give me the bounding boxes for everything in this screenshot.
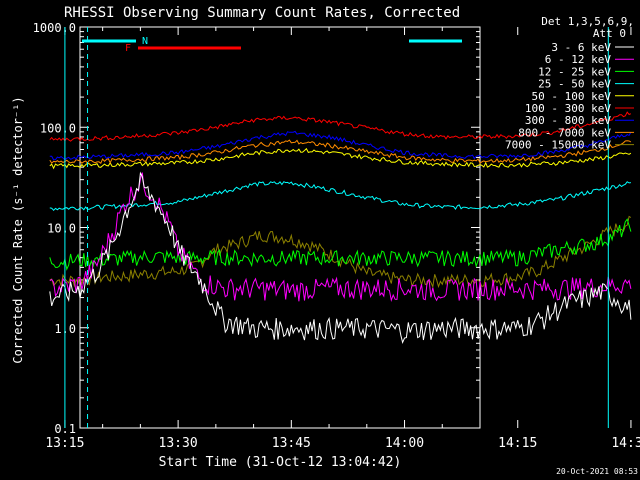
y-tick-label: 1000.0 — [33, 21, 76, 35]
legend-header-1: Det 1,3,5,6,9, — [541, 15, 634, 28]
x-tick-label: 14:30 — [611, 436, 640, 451]
legend-label-3: 12 - 25 keV — [538, 65, 611, 78]
legend-label-6: 100 - 300 keV — [525, 102, 611, 115]
series-line-4 — [49, 181, 631, 212]
legend-label-1: 3 - 6 keV — [551, 41, 611, 54]
annotations: FN — [64, 27, 609, 428]
series-line-7 — [49, 130, 632, 161]
timestamp: 20-Oct-2021 08:53 — [556, 467, 638, 476]
x-tick-label: 13:45 — [272, 436, 311, 451]
x-tick-label: 14:00 — [385, 436, 424, 451]
legend-label-4: 25 - 50 keV — [538, 78, 611, 91]
x-tick-label: 13:30 — [159, 436, 198, 451]
x-axis: 13:15 13:30 13:45 14:00 14:15 14:30 — [45, 27, 640, 451]
y-tick-label: 0.1 — [54, 422, 76, 436]
series-layer — [49, 111, 632, 344]
y-axis-label: Corrected Count Rate (s⁻¹ detector⁻¹) — [11, 96, 25, 363]
series-line-6 — [49, 111, 632, 142]
x-axis-label: Start Time (31-Oct-12 13:04:42) — [159, 455, 402, 470]
legend-label-5: 50 - 100 keV — [532, 90, 612, 103]
legend-label-2: 6 - 12 keV — [545, 53, 612, 66]
series-line-8 — [49, 139, 632, 165]
x-tick-label: 14:15 — [498, 436, 537, 451]
series-line-2 — [49, 172, 632, 303]
x-tick-label: 13:15 — [45, 436, 84, 451]
legend-label-7: 300 - 800 keV — [525, 114, 611, 127]
series-line-9 — [49, 215, 632, 289]
series-line-5 — [49, 147, 632, 170]
flare-flag: F — [125, 43, 131, 54]
series-line-3 — [49, 218, 632, 271]
legend-label-8: 800 - 7000 keV — [518, 126, 611, 139]
y-tick-label: 10.0 — [47, 222, 76, 236]
night-flag: N — [142, 36, 148, 47]
legend-header-2: Att 0 — [593, 27, 626, 40]
y-tick-label: 100.0 — [40, 121, 76, 135]
series-line-1 — [49, 171, 632, 344]
chart-title: RHESSI Observing Summary Count Rates, Co… — [64, 5, 460, 21]
legend-label-9: 7000 - 15000 keV — [505, 139, 611, 152]
